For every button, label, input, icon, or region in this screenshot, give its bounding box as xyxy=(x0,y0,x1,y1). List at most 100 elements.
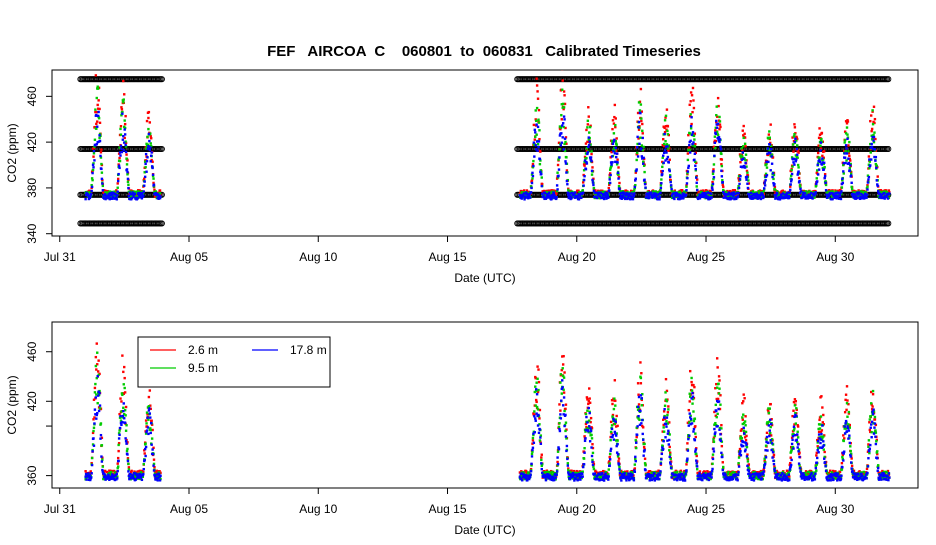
data-point xyxy=(796,154,798,156)
data-point xyxy=(868,176,870,178)
data-point xyxy=(574,191,576,193)
data-point xyxy=(588,140,590,142)
data-point xyxy=(151,167,153,169)
data-point xyxy=(590,150,592,152)
data-point xyxy=(564,141,566,143)
data-point xyxy=(607,194,609,196)
data-point xyxy=(530,187,532,189)
data-point xyxy=(616,425,618,427)
data-point xyxy=(823,162,825,164)
data-point xyxy=(563,106,565,108)
data-point xyxy=(766,166,768,168)
data-point xyxy=(98,134,100,136)
data-point xyxy=(666,158,668,160)
data-point xyxy=(94,108,96,110)
data-point xyxy=(824,182,826,184)
data-point xyxy=(637,126,639,128)
data-point xyxy=(742,145,744,147)
data-point xyxy=(823,150,825,152)
data-point xyxy=(870,158,872,160)
data-point xyxy=(768,130,770,132)
data-point xyxy=(535,77,537,79)
data-point xyxy=(721,175,723,177)
data-point xyxy=(611,128,613,130)
data-point xyxy=(694,425,696,427)
calibration-points xyxy=(78,77,891,226)
data-point xyxy=(541,176,543,178)
y-axis-label: CO2 (ppm) xyxy=(5,375,19,434)
data-point xyxy=(767,161,769,163)
data-point xyxy=(562,103,564,105)
data-point xyxy=(804,192,806,194)
data-point xyxy=(118,165,120,167)
data-point xyxy=(119,160,121,162)
data-point xyxy=(710,193,712,195)
data-point xyxy=(590,417,592,419)
data-point xyxy=(91,172,93,174)
data-point xyxy=(744,145,746,147)
data-point xyxy=(641,130,643,132)
data-point xyxy=(633,192,635,194)
data-point xyxy=(96,342,98,344)
data-point xyxy=(819,145,821,147)
data-point xyxy=(560,114,562,116)
data-point xyxy=(610,421,612,423)
x-tick-label: Jul 31 xyxy=(44,502,76,516)
data-point xyxy=(537,126,539,128)
data-point xyxy=(123,377,125,379)
data-point xyxy=(846,133,848,135)
data-point xyxy=(769,143,771,145)
data-point xyxy=(714,142,716,144)
data-point xyxy=(710,196,712,198)
data-point xyxy=(91,186,93,188)
data-point xyxy=(117,187,119,189)
data-point xyxy=(718,136,720,138)
y-tick-label: 360 xyxy=(25,465,39,485)
data-point xyxy=(818,156,820,158)
data-point xyxy=(614,379,616,381)
data-point xyxy=(90,190,92,192)
data-point xyxy=(565,162,567,164)
data-point xyxy=(148,140,150,142)
data-point xyxy=(148,133,150,135)
data-point xyxy=(665,151,667,153)
data-point xyxy=(561,142,563,144)
data-point xyxy=(844,157,846,159)
data-point xyxy=(659,189,661,191)
data-point xyxy=(717,123,719,125)
data-point xyxy=(590,153,592,155)
data-point xyxy=(97,359,99,361)
x-tick-label: Aug 05 xyxy=(170,502,208,516)
data-point xyxy=(146,156,148,158)
data-point xyxy=(583,179,585,181)
data-point xyxy=(816,180,818,182)
data-point xyxy=(548,192,550,194)
x-tick-label: Aug 20 xyxy=(558,250,596,264)
data-point xyxy=(540,456,542,458)
data-point xyxy=(660,178,662,180)
data-point xyxy=(866,186,868,188)
data-point xyxy=(869,164,871,166)
data-point xyxy=(531,182,533,184)
data-point xyxy=(689,113,691,115)
data-point xyxy=(126,171,128,173)
data-point xyxy=(130,470,132,472)
data-point xyxy=(539,158,541,160)
data-point xyxy=(561,89,563,91)
data-point xyxy=(663,152,665,154)
data-point xyxy=(716,366,718,368)
data-point xyxy=(608,187,610,189)
data-point xyxy=(150,142,152,144)
data-point xyxy=(871,146,873,148)
data-point xyxy=(98,137,100,139)
data-point xyxy=(566,183,568,185)
data-point xyxy=(840,198,842,200)
data-point xyxy=(541,454,543,456)
data-point xyxy=(640,372,642,374)
data-point xyxy=(614,152,616,154)
data-point xyxy=(770,169,772,171)
data-point xyxy=(662,157,664,159)
